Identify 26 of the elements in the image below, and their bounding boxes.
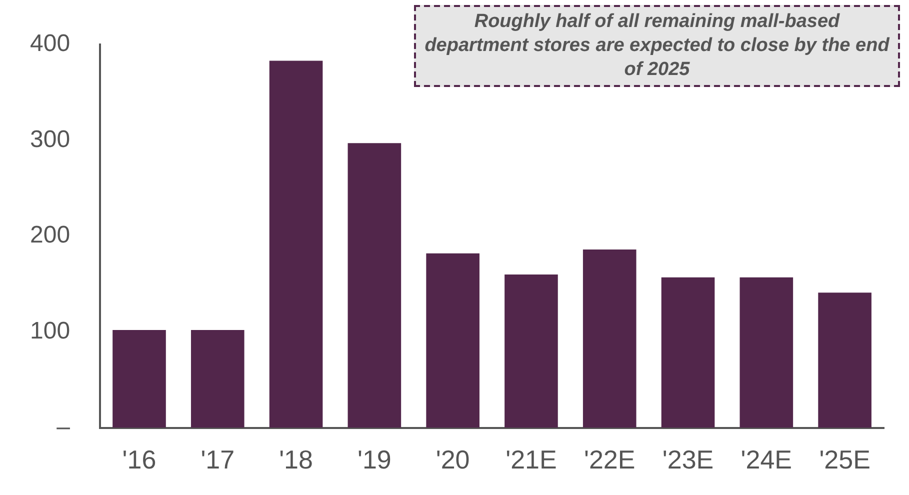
- bar: [426, 253, 480, 428]
- x-tick-label: '19: [357, 444, 392, 475]
- x-tick-label: '23E: [662, 444, 714, 475]
- x-tick-label: '22E: [584, 444, 636, 475]
- y-tick-label: 200: [30, 222, 70, 249]
- bar: [269, 60, 323, 428]
- bar: [582, 250, 636, 428]
- bar: [112, 330, 166, 428]
- bar: [818, 292, 872, 428]
- x-tick-label: '20: [436, 444, 470, 475]
- bar: [190, 330, 244, 428]
- y-tick-label: –: [56, 413, 71, 440]
- bar: [504, 274, 558, 428]
- bar: [661, 277, 715, 428]
- annotation: Roughly half of all remaining mall-based department stores are expected to close by the end of 2025: [414, 5, 900, 87]
- bar: [740, 277, 794, 428]
- x-tick-label: '16: [122, 444, 156, 475]
- x-tick-label: '17: [200, 444, 235, 475]
- x-tick-label: '18: [279, 444, 313, 475]
- x-tick-label: '24E: [740, 444, 792, 475]
- bar: [348, 143, 402, 428]
- x-tick-label: '25E: [819, 444, 870, 475]
- y-tick-label: 100: [30, 318, 70, 345]
- x-tick-label: '21E: [506, 444, 557, 475]
- y-tick-label: 400: [30, 30, 70, 58]
- y-tick-label: 300: [30, 126, 70, 153]
